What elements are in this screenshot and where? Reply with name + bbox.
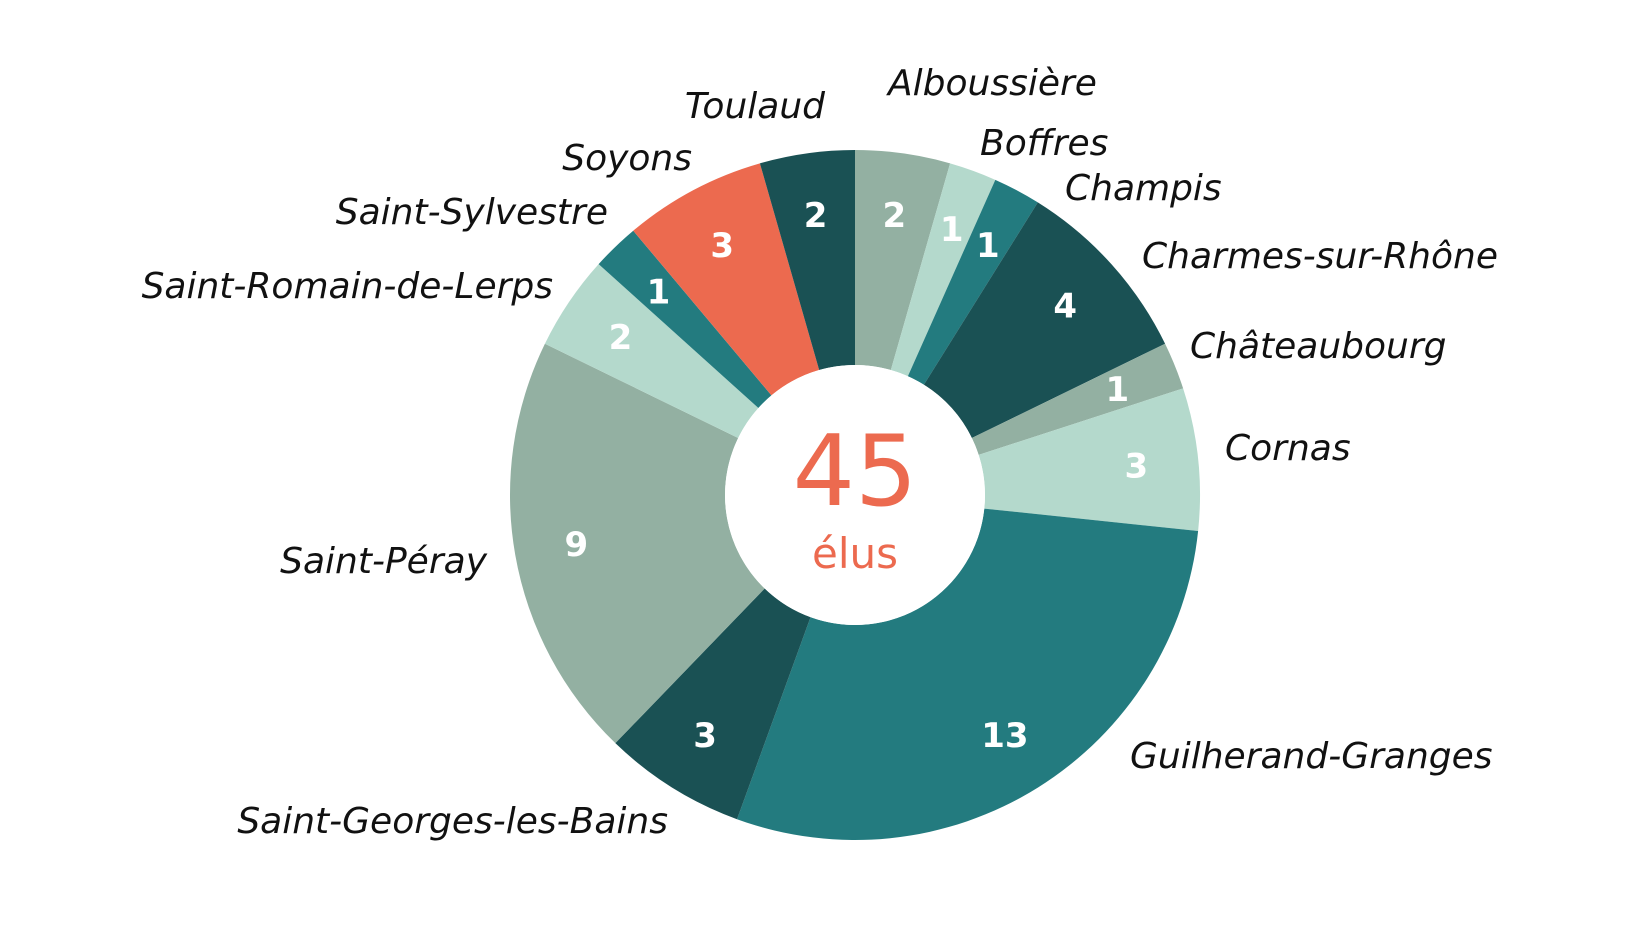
slice-category-saint-romain-de-lerps: Saint-Romain-de-Lerps bbox=[142, 266, 553, 307]
slice-saint-georges-les-bains bbox=[615, 588, 811, 820]
donut-hole bbox=[725, 365, 985, 625]
slice-chateaubourg bbox=[971, 343, 1184, 455]
slice-category-guilherand-granges: Guilherand-Granges bbox=[1130, 736, 1493, 777]
slice-value-cornas: 3 bbox=[1125, 446, 1149, 486]
slice-saint-peray bbox=[510, 343, 765, 744]
slice-cornas bbox=[978, 388, 1201, 532]
slice-value-guilherand-granges: 13 bbox=[981, 716, 1028, 756]
slice-category-saint-peray: Saint-Péray bbox=[280, 541, 488, 582]
slice-value-charmes-sur-rhone: 4 bbox=[1053, 287, 1077, 327]
slice-category-charmes-sur-rhone: Charmes-sur-Rhône bbox=[1142, 236, 1498, 277]
slice-toulaud bbox=[759, 150, 855, 371]
slice-alboussiere bbox=[855, 150, 951, 371]
slice-soyons bbox=[633, 163, 820, 396]
slice-category-boffres: Boffres bbox=[980, 123, 1108, 164]
slice-category-toulaud: Toulaud bbox=[685, 86, 826, 127]
slice-category-cornas: Cornas bbox=[1225, 428, 1351, 469]
slice-value-saint-sylvestre: 1 bbox=[647, 272, 671, 312]
slice-category-saint-sylvestre: Saint-Sylvestre bbox=[336, 192, 608, 233]
slice-category-chateaubourg: Châteaubourg bbox=[1190, 326, 1447, 367]
slice-boffres bbox=[890, 163, 996, 377]
slice-value-toulaud: 2 bbox=[804, 196, 828, 236]
slice-value-champis: 1 bbox=[976, 226, 1000, 266]
slice-value-saint-romain-de-lerps: 2 bbox=[609, 318, 633, 358]
slice-saint-sylvestre bbox=[598, 230, 772, 409]
slice-value-saint-peray: 9 bbox=[565, 525, 589, 565]
slice-category-soyons: Soyons bbox=[562, 138, 692, 179]
slice-saint-romain-de-lerps bbox=[544, 264, 759, 439]
slice-category-champis: Champis bbox=[1065, 168, 1222, 209]
center-unit-label: élus bbox=[812, 529, 898, 578]
slice-value-soyons: 3 bbox=[710, 226, 734, 266]
slice-value-chateaubourg: 1 bbox=[1105, 370, 1129, 410]
slice-value-boffres: 1 bbox=[940, 210, 964, 250]
slice-champis bbox=[907, 179, 1038, 385]
slice-value-saint-georges-les-bains: 3 bbox=[693, 716, 717, 756]
center-total: 45 bbox=[793, 415, 918, 529]
slice-value-alboussiere: 2 bbox=[883, 196, 907, 236]
slice-category-alboussiere: Alboussière bbox=[886, 63, 1097, 104]
slice-guilherand-granges bbox=[737, 508, 1199, 841]
slice-charmes-sur-rhone bbox=[923, 202, 1166, 439]
slice-category-saint-georges-les-bains: Saint-Georges-les-Bains bbox=[237, 801, 668, 842]
donut-slices bbox=[510, 150, 1201, 841]
